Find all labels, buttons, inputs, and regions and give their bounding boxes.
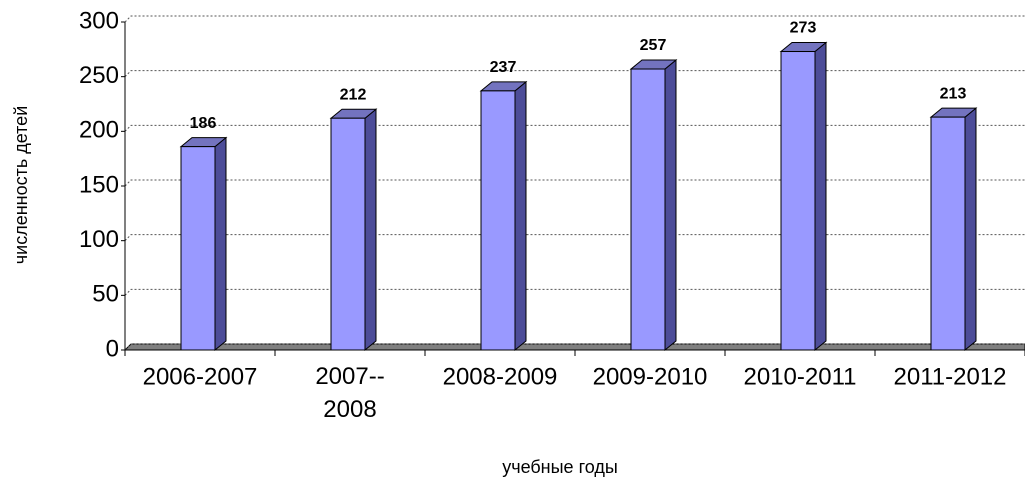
y-tick-label: 0 (106, 335, 119, 362)
bar-front (330, 117, 366, 351)
bar-side (814, 41, 827, 352)
data-label: 257 (640, 37, 667, 54)
bar (479, 80, 528, 352)
x-tick-label-line: 2007-- (315, 363, 384, 390)
bar-side (364, 108, 377, 352)
x-axis-title: учебные годы (502, 457, 618, 477)
grid-line (124, 234, 1025, 242)
bar (629, 58, 678, 352)
x-tick-label: 2011-2012 (894, 363, 1007, 390)
bar (929, 107, 978, 352)
x-tick-label: 2009-2010 (593, 363, 708, 390)
data-label: 212 (340, 86, 367, 103)
bar (779, 41, 828, 352)
y-axis-title: численность детей (11, 106, 31, 264)
grid-line (124, 124, 1025, 132)
grid-line (124, 343, 1025, 351)
bar-side (214, 136, 227, 352)
data-label: 213 (940, 85, 967, 102)
bar-side (514, 80, 527, 352)
y-tick-label: 250 (79, 62, 119, 89)
x-tick-label: 2010-2011 (744, 363, 857, 390)
grid-line (124, 70, 1025, 78)
x-tick-label: 2008-2009 (443, 363, 558, 390)
grid-line (124, 179, 1025, 187)
floor (123, 343, 1025, 351)
grid-line (124, 15, 1025, 23)
grid-line (124, 288, 1025, 296)
y-tick-label: 200 (79, 117, 119, 144)
bar-side (964, 107, 977, 352)
bar-side (664, 58, 677, 352)
y-tick-label: 100 (79, 226, 119, 253)
bar-front (180, 146, 216, 351)
bar-front (780, 51, 816, 351)
y-tick-label: 150 (79, 171, 119, 198)
x-tick-label-line: 2008 (323, 396, 376, 423)
data-label: 237 (490, 59, 517, 76)
x-tick-label: 2007-- 2008 (315, 363, 384, 423)
bar (179, 136, 228, 352)
bar-front (630, 68, 666, 351)
data-label: 186 (190, 115, 217, 132)
bar (329, 108, 378, 352)
y-tick-label: 300 (79, 7, 119, 34)
x-tick-label: 2006-2007 (143, 363, 258, 390)
bar-front (480, 90, 516, 351)
y-tick-label: 50 (92, 281, 119, 308)
data-label: 273 (790, 20, 817, 37)
bar-front (930, 116, 966, 351)
